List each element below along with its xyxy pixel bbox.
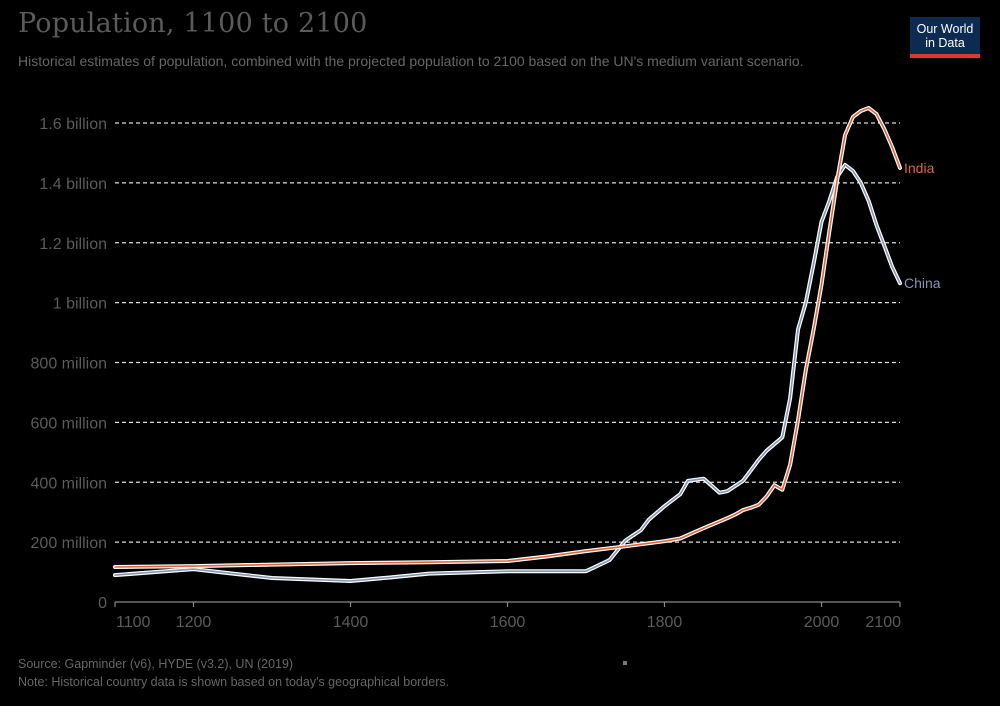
china-line-halo [113,162,902,583]
x-tick-label: 2000 [804,614,840,631]
chart-footer: Source: Gapminder (v6), HYDE (v3.2), UN … [18,655,449,691]
footer-dot [623,661,627,665]
y-axis-labels: 0 200 million 400 million 600 million 800 mi… [31,116,108,612]
gridlines [115,122,900,543]
owid-logo[interactable]: Our World in Data [910,17,980,58]
series-lines [113,106,902,583]
x-tick-label: 2100 [865,614,901,631]
source-text: Source: Gapminder (v6), HYDE (v3.2), UN … [18,657,294,671]
x-tick-label: 1200 [176,614,212,631]
x-axis: 1100 1200 1400 1600 1800 2000 2100 [114,601,901,631]
chart-subtitle: Historical estimates of population, comb… [18,53,804,69]
note-text: Note: Historical country data is shown b… [18,675,450,689]
chart-title: Population, 1100 to 2100 [18,8,368,39]
x-tick-label: 1600 [490,614,526,631]
y-tick-label: 800 million [31,356,107,373]
india-line[interactable] [114,107,901,568]
y-tick-label: 1.4 billion [39,176,107,193]
y-tick-label: 400 million [31,475,107,492]
y-tick-label: 1 billion [53,296,107,313]
y-tick-label: 200 million [31,535,107,552]
china-line[interactable] [114,164,901,582]
x-tick-label: 1100 [116,614,151,631]
india-line-halo [113,106,902,569]
y-tick-label: 1.6 billion [39,116,107,133]
x-tick-label: 1400 [333,614,369,631]
china-label: China [904,275,941,291]
y-tick-label: 1.2 billion [39,236,107,253]
x-tick-label: 1800 [647,614,683,631]
series-labels: China India [904,160,941,291]
y-tick-label: 0 [98,595,107,612]
logo-line-2: in Data [925,36,965,50]
y-tick-label: 600 million [31,415,107,432]
logo-line-1: Our World [916,22,974,36]
india-label: India [904,160,935,176]
